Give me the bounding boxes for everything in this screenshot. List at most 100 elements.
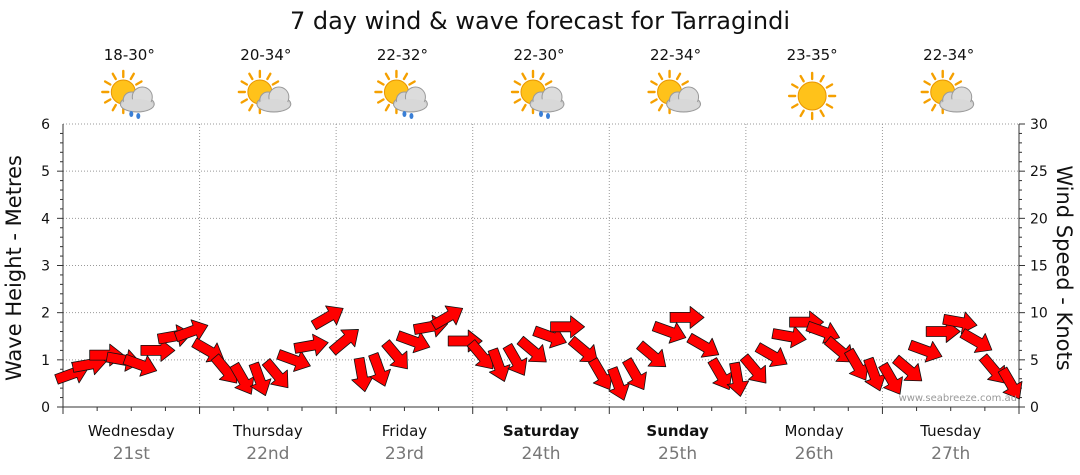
cloud-shape <box>529 86 565 113</box>
rain-drops <box>129 111 141 119</box>
y-tick-label-right: 25 <box>1030 164 1048 180</box>
day-date-label: 22nd <box>246 444 289 464</box>
y-tick-label-right: 0 <box>1030 400 1039 416</box>
wind-arrow <box>122 354 158 377</box>
wind-arrow <box>328 329 359 356</box>
day-date-label: 27th <box>931 444 970 464</box>
chart-title: 7 day wind & wave forecast for Tarragind… <box>290 7 790 35</box>
wind-arrow <box>368 352 391 387</box>
wind-arrow <box>978 353 1006 384</box>
wind-arrow <box>907 339 943 363</box>
wind-arrow <box>622 357 647 390</box>
wind-arrow <box>844 347 869 381</box>
sun-cloud-rain-icon <box>374 69 428 119</box>
day-forecast-header: 18-30° 20-34° 22-32° 22-30° 22-34° 23-35° 22-3… <box>101 46 975 121</box>
sun-cloud-icon <box>237 69 292 115</box>
day-name-label: Tuesday <box>919 422 981 440</box>
y-tick-label-left: 5 <box>41 164 50 180</box>
wind-arrow <box>878 361 903 395</box>
wind-arrow <box>229 361 255 395</box>
day-date-label: 24th <box>521 444 560 464</box>
wind-arrow <box>754 342 788 368</box>
cloud-shape <box>392 86 428 113</box>
wind-arrow <box>550 315 585 339</box>
day-name-label: Sunday <box>646 422 709 440</box>
wind-arrow <box>636 340 667 368</box>
wind-arrow <box>140 338 176 362</box>
wind-arrow <box>651 320 687 344</box>
cloud-shape <box>119 86 155 113</box>
day-date-label: 25th <box>658 444 697 464</box>
temperature-range: 22-30° <box>513 46 564 64</box>
wind-arrow <box>293 333 329 357</box>
temperature-range: 18-30° <box>104 46 155 64</box>
sun-shape <box>647 69 692 115</box>
wind-arrow <box>276 349 311 372</box>
y-tick-label-left: 2 <box>41 306 50 322</box>
wind-arrow <box>726 361 750 397</box>
rain-drops <box>539 111 550 119</box>
wind-arrow <box>466 339 494 370</box>
y-tick-label-right: 5 <box>1030 353 1039 369</box>
sun-cloud-icon <box>920 69 975 115</box>
wind-arrow <box>351 356 374 393</box>
wind-arrow <box>669 305 705 329</box>
wind-arrow <box>892 354 923 382</box>
y-tick-label-left: 3 <box>41 259 50 275</box>
wind-arrow <box>516 335 547 363</box>
wind-arrow <box>707 357 733 390</box>
day-name-label: Thursday <box>232 422 303 440</box>
rain-drops <box>402 111 414 119</box>
wind-arrow <box>310 305 344 331</box>
day-date-label: 23rd <box>385 444 424 464</box>
wind-arrow <box>261 358 289 389</box>
y-tick-label-left: 4 <box>41 211 50 227</box>
day-labels: Wednesday 21st Thursday 22nd Friday 23rd Satur… <box>88 422 981 464</box>
cloud-shape <box>256 86 292 113</box>
wind-arrow <box>395 330 431 354</box>
axes: 0 1 2 3 4 5 6 0 5 10 15 20 25 30 <box>41 117 1048 416</box>
y-axis-left-label: Wave Height - Metres <box>2 155 26 381</box>
wind-arrow <box>588 357 613 390</box>
watermark: www.seabreeze.com.au <box>899 393 1017 404</box>
wind-arrow <box>607 366 630 401</box>
y-tick-label-left: 6 <box>41 117 50 133</box>
wind-arrow <box>863 356 887 392</box>
day-name-label: Saturday <box>503 422 580 440</box>
temperature-range: 22-34° <box>650 46 701 64</box>
temperature-range: 22-34° <box>923 46 974 64</box>
wind-arrow <box>771 325 807 349</box>
cloud-shape <box>666 86 702 113</box>
y-tick-label-left: 1 <box>41 353 50 369</box>
wind-arrow <box>173 319 209 343</box>
y-tick-label-right: 15 <box>1030 259 1048 275</box>
wind-arrow <box>739 353 767 384</box>
wind-arrow <box>248 361 272 397</box>
day-date-label: 21st <box>113 444 150 464</box>
temperature-range: 23-35° <box>787 46 838 64</box>
sun-icon <box>787 71 837 121</box>
temperature-range: 20-34° <box>240 46 291 64</box>
wind-arrows <box>54 305 1023 401</box>
y-tick-label-right: 30 <box>1030 117 1048 133</box>
cloud-shape <box>939 86 975 113</box>
sun-cloud-rain-icon <box>101 69 155 119</box>
day-name-label: Monday <box>785 422 844 440</box>
wind-arrow <box>567 335 598 363</box>
y-tick-label-right: 10 <box>1030 306 1048 322</box>
wind-arrow <box>686 332 720 358</box>
day-date-label: 26th <box>795 444 834 464</box>
day-name-label: Friday <box>382 422 428 440</box>
sun-cloud-rain-icon <box>510 69 565 119</box>
wind-arrow <box>942 311 978 335</box>
day-name-label: Wednesday <box>88 422 175 440</box>
wind-arrow <box>381 339 408 370</box>
wind-arrow <box>997 366 1023 400</box>
wind-arrow <box>959 328 993 353</box>
y-tick-label-right: 20 <box>1030 211 1048 227</box>
wind-arrow <box>502 343 528 376</box>
y-axis-right-label: Wind Speed - Knots <box>1052 165 1076 370</box>
temperature-range: 22-32° <box>377 46 428 64</box>
wind-arrow <box>487 347 511 382</box>
